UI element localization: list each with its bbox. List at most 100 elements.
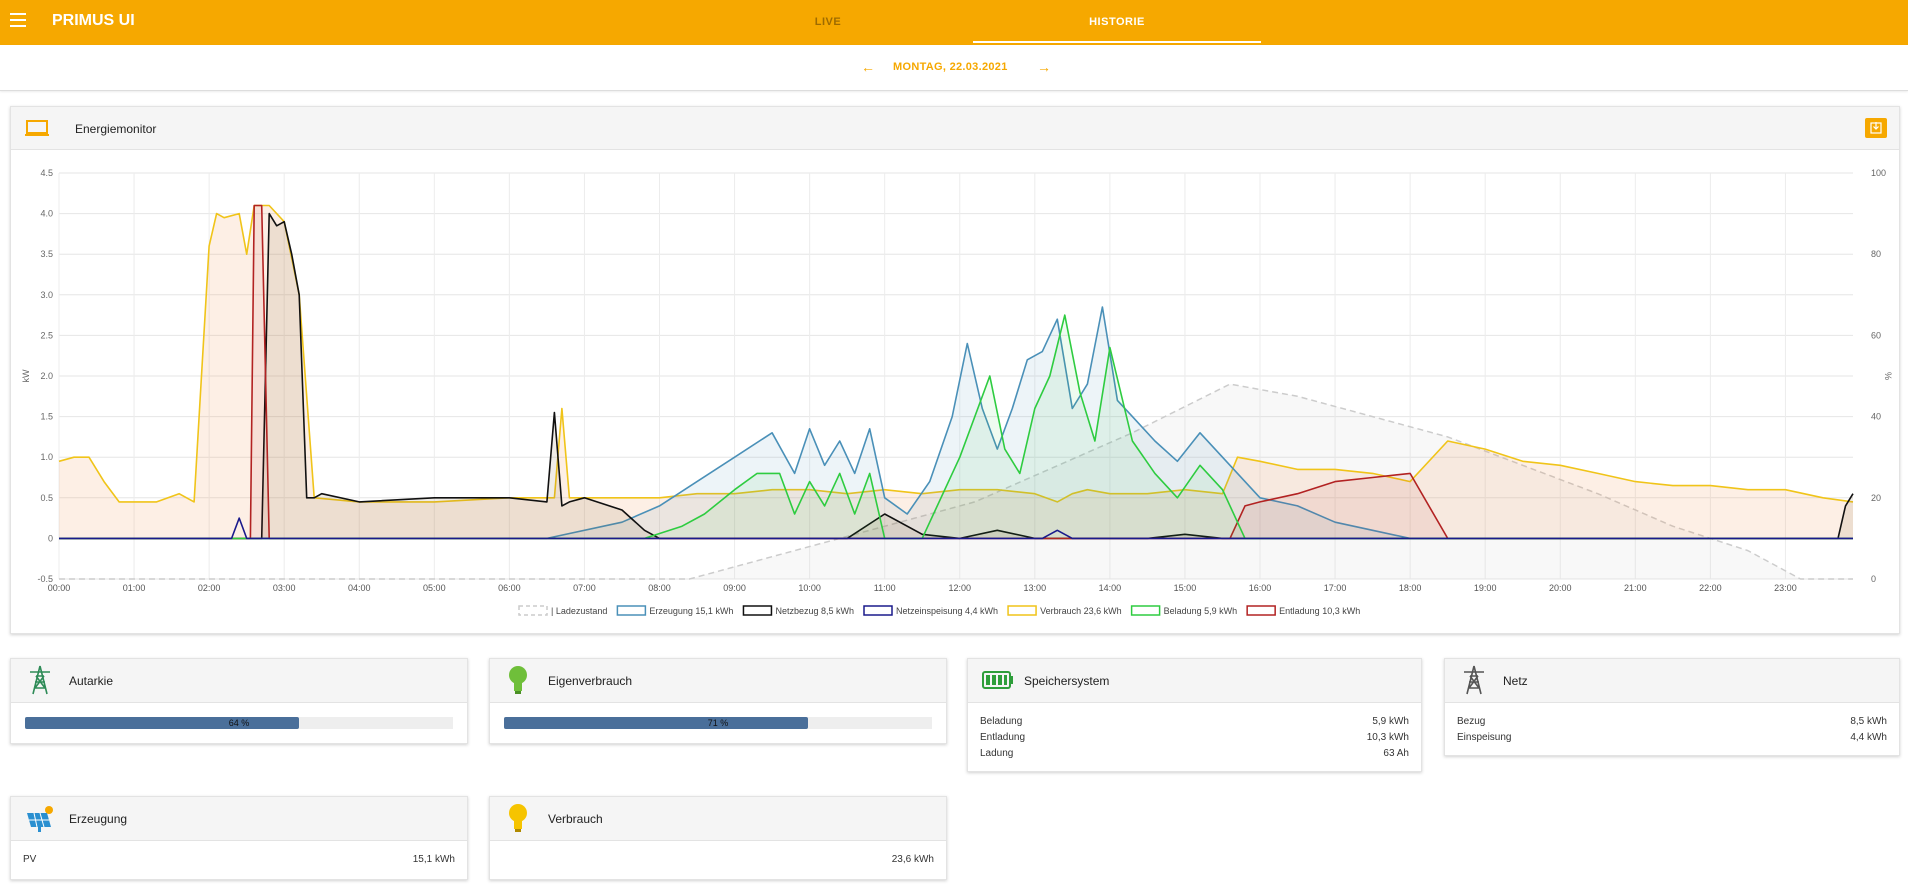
- tab-historie[interactable]: HISTORIE: [973, 0, 1261, 45]
- y2-tick-label: 100: [1871, 168, 1886, 178]
- row-label: PV: [23, 854, 37, 865]
- card-title: Autarkie: [69, 674, 114, 688]
- app-title: PRIMUS UI: [52, 12, 135, 29]
- netzeinspeisung-legend-swatch: [863, 605, 893, 616]
- autarkie-progress: 64 %: [25, 717, 453, 729]
- x-tick-label: 22:00: [1699, 583, 1722, 593]
- top-app-bar: PRIMUS UI LIVE HISTORIE: [0, 0, 1908, 45]
- y2-tick-label: 40: [1871, 412, 1881, 422]
- verbrauch-area: [59, 205, 1853, 539]
- y-tick-label: 1.5: [40, 412, 53, 422]
- x-tick-label: 10:00: [798, 583, 821, 593]
- beladung-series-line: [59, 314, 1853, 540]
- card-title: Erzeugung: [69, 812, 128, 826]
- verbrauch-series-line: [58, 204, 1854, 503]
- erzeugung-legend-label: Erzeugung 15,1 kWh: [649, 606, 733, 616]
- beladung-area: [59, 315, 1853, 539]
- x-tick-label: 16:00: [1249, 583, 1272, 593]
- ladezustand-legend-swatch: [518, 605, 548, 616]
- eigenverbrauch-card: Eigenverbrauch 71 %: [489, 658, 947, 744]
- x-tick-label: 20:00: [1549, 583, 1572, 593]
- x-tick-label: 08:00: [648, 583, 671, 593]
- netz-card: Netz Bezug 8,5 kWh Einspeisung 4,4 kWh: [1444, 658, 1900, 756]
- row-label: Ladung: [980, 748, 1014, 759]
- bezug-row: Bezug 8,5 kWh: [1457, 716, 1887, 727]
- x-tick-label: 02:00: [198, 583, 221, 593]
- erzeugung-series-line: [59, 306, 1853, 540]
- y-tick-label: -0.5: [37, 574, 53, 584]
- row-value: 10,3 kWh: [1366, 732, 1409, 743]
- card-header: Verbrauch: [490, 797, 946, 841]
- x-tick-label: 18:00: [1399, 583, 1422, 593]
- menu-icon[interactable]: [10, 13, 26, 27]
- card-header: Netz: [1445, 659, 1899, 703]
- progress-label: 64 %: [228, 718, 250, 728]
- x-tick-label: 03:00: [273, 583, 296, 593]
- lightbulb-icon: [509, 666, 527, 694]
- einspeisung-row: Einspeisung 4,4 kWh: [1457, 732, 1887, 743]
- row-label: Beladung: [980, 716, 1023, 727]
- x-tick-label: 17:00: [1324, 583, 1347, 593]
- row-value: 5,9 kWh: [1372, 716, 1409, 727]
- arrow-left-icon[interactable]: ←: [861, 59, 875, 75]
- x-tick-label: 12:00: [948, 583, 971, 593]
- entladung-legend-label: Entladung 10,3 kWh: [1279, 606, 1360, 616]
- card-header: Speichersystem: [968, 659, 1421, 703]
- x-tick-label: 11:00: [874, 583, 896, 593]
- y-tick-label: 2.0: [40, 371, 53, 381]
- verbrauch-legend-swatch: [1007, 605, 1037, 616]
- verbrauch-card: Verbrauch 23,6 kWh: [489, 796, 947, 880]
- y-tick-label: 4.0: [40, 209, 53, 219]
- x-tick-label: 06:00: [498, 583, 521, 593]
- solar-panel-icon: [27, 806, 53, 832]
- erzeugung-card: Erzeugung PV 15,1 kWh: [10, 796, 468, 880]
- y-tick-label: 3.5: [40, 249, 53, 259]
- energy-chart: 4.5 4.0 3.5 3.0 2.5 2.0 1.5 1.0 0.5 0 -0.5 100 80 60 4…: [21, 168, 1893, 616]
- x-tick-label: 14:00: [1099, 583, 1122, 593]
- card-title: Energiemonitor: [75, 122, 157, 136]
- card-header: Eigenverbrauch: [490, 659, 946, 703]
- tab-live[interactable]: LIVE: [814, 16, 842, 28]
- erzeugung-legend-swatch: [616, 605, 647, 616]
- y-tick-label: 0.5: [40, 493, 53, 503]
- ladezustand-legend-label: | Ladezustand: [551, 606, 607, 616]
- arrow-right-icon[interactable]: →: [1037, 59, 1051, 75]
- pv-row: PV 15,1 kWh: [23, 854, 455, 865]
- netzbezug-legend-swatch: [742, 605, 773, 616]
- y-tick-label: 4.5: [40, 168, 53, 178]
- x-tick-label: 19:00: [1474, 583, 1497, 593]
- download-icon: [1870, 122, 1882, 134]
- y-tick-label: 0: [48, 533, 53, 543]
- x-tick-label: 15:00: [1174, 583, 1197, 593]
- x-tick-label: 23:00: [1774, 583, 1797, 593]
- y2-axis-label: %: [1883, 372, 1893, 380]
- lightbulb-icon: [509, 804, 527, 832]
- ladezustand-series-line: [59, 383, 1853, 580]
- row-value: 23,6 kWh: [891, 854, 934, 865]
- x-tick-label: 01:00: [123, 583, 146, 593]
- erzeugung-area: [59, 307, 1853, 539]
- x-tick-label: 21:00: [1624, 583, 1647, 593]
- date-navigation: ← MONTAG, 22.03.2021 →: [0, 45, 1908, 91]
- tab-historie-label: HISTORIE: [1089, 16, 1145, 28]
- eigenverbrauch-progress: 71 %: [504, 717, 932, 729]
- ladung-row: Ladung 63 Ah: [980, 748, 1409, 759]
- beladung-legend-swatch: [1130, 605, 1161, 616]
- row-value: 15,1 kWh: [412, 854, 455, 865]
- entladung-legend-swatch: [1246, 605, 1276, 616]
- row-label: Einspeisung: [1457, 732, 1512, 743]
- x-tick-label: 13:00: [1024, 583, 1047, 593]
- x-tick-label: 04:00: [348, 583, 371, 593]
- speichersystem-card: Speichersystem Beladung 5,9 kWh Entladung…: [967, 658, 1422, 772]
- download-button[interactable]: [1865, 118, 1887, 138]
- card-title: Netz: [1503, 674, 1528, 688]
- row-label: Entladung: [980, 732, 1026, 743]
- progress-label: 71 %: [707, 718, 729, 728]
- date-label: MONTAG, 22.03.2021: [893, 61, 1008, 73]
- power-tower-icon: [30, 665, 50, 695]
- card-title: Speichersystem: [1024, 674, 1110, 688]
- laptop-icon: [25, 120, 49, 136]
- entladung-series-line: [59, 204, 1853, 540]
- battery-icon: [982, 671, 1013, 689]
- y2-tick-label: 0: [1871, 574, 1876, 584]
